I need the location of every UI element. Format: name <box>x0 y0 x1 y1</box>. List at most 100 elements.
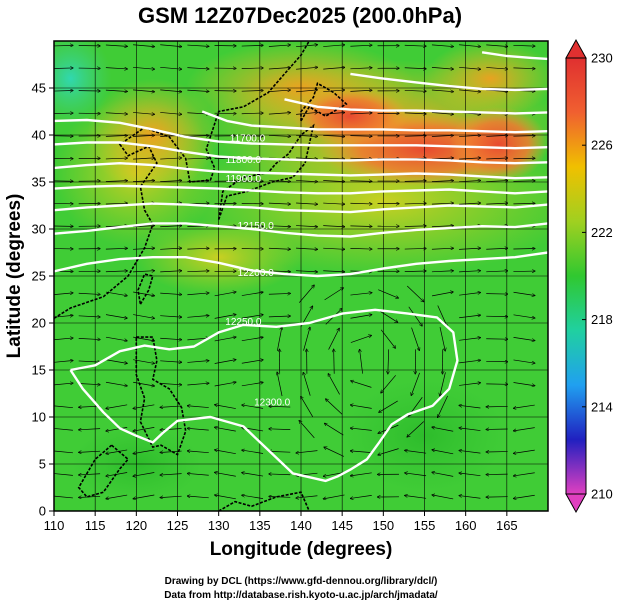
wind-arrow <box>133 494 155 499</box>
wind-arrow <box>378 289 398 298</box>
credit-drawing: Drawing by DCL (https://www.gfd-dennou.o… <box>165 576 438 587</box>
wind-arrow <box>105 381 127 386</box>
wind-arrow <box>459 203 480 204</box>
wind-arrow <box>299 421 315 439</box>
x-tick-label: 150 <box>372 518 394 533</box>
wind-arrow <box>241 360 263 364</box>
contour-label: 12150.0 <box>238 221 275 232</box>
wind-arrow <box>486 203 507 204</box>
wind-arrow <box>411 327 420 351</box>
x-tick-label: 110 <box>44 518 65 533</box>
wind-arrow <box>268 90 290 92</box>
wind-arrow <box>78 383 100 384</box>
height-contours <box>54 51 548 483</box>
wind-arrow <box>268 113 290 115</box>
x-tick-label: 140 <box>290 518 312 533</box>
wind-arrow <box>431 135 453 136</box>
contour-label: 11800.0 <box>226 155 262 166</box>
wind-arrow <box>350 113 371 114</box>
y-tick-label: 5 <box>39 457 46 472</box>
wind-arrow <box>214 314 236 319</box>
wind-arrow <box>513 337 535 340</box>
wind-arrow <box>54 293 73 295</box>
wind-arrow <box>160 180 181 181</box>
wind-arrow <box>241 292 263 296</box>
wind-arrow <box>105 248 127 249</box>
wind-arrow <box>296 450 318 453</box>
colorbar-tick-label: 218 <box>591 312 613 327</box>
wind-arrow <box>404 226 426 227</box>
wind-arrow <box>513 382 535 385</box>
colorbar-tick-label: 210 <box>591 487 613 502</box>
wind-arrow <box>296 248 317 249</box>
wind-arrow <box>438 395 448 418</box>
wind-arrow <box>242 473 264 477</box>
wind-arrow <box>187 361 208 363</box>
wind-arrow <box>296 112 317 115</box>
wind-arrow <box>79 406 101 407</box>
wind-arrow <box>214 337 236 342</box>
wind-arrow <box>160 271 181 272</box>
wind-arrow <box>323 226 344 227</box>
wind-arrow <box>404 113 426 114</box>
x-axis-label: Longitude (degrees) <box>210 539 393 560</box>
y-tick-label: 40 <box>32 128 46 143</box>
wind-arrow <box>350 90 371 91</box>
y-tick-label: 45 <box>32 81 46 96</box>
wind-arrow <box>269 474 291 475</box>
wind-arrow <box>160 226 181 227</box>
wind-arrow <box>514 404 535 408</box>
wind-arrow <box>187 451 209 454</box>
wind-arrow <box>378 310 398 323</box>
wind-arrow <box>133 449 155 454</box>
wind-arrow <box>404 68 426 69</box>
wind-arrow <box>513 271 534 272</box>
wind-arrow <box>54 383 73 386</box>
wind-arrow <box>160 44 181 47</box>
wind-arrow <box>105 181 127 182</box>
wind-arrow <box>214 360 236 364</box>
wind-arrow <box>459 158 480 159</box>
contour-c12300 <box>69 308 459 483</box>
wind-arrow <box>78 338 100 339</box>
contour-c12200 <box>54 222 548 238</box>
wind-arrow <box>432 472 454 477</box>
wind-arrow <box>54 406 73 409</box>
colorbar-tick-label: 214 <box>591 399 613 414</box>
wind-arrow <box>323 271 344 272</box>
wind-arrow <box>513 203 534 204</box>
y-axis-label: Latitude (degrees) <box>4 194 25 359</box>
wind-arrow <box>334 349 335 374</box>
wind-arrow <box>296 180 317 181</box>
wind-arrow <box>350 451 372 454</box>
wind-arrow <box>459 89 480 92</box>
wind-arrow <box>215 472 236 477</box>
wind-arrow <box>160 496 182 497</box>
coastline <box>137 273 154 305</box>
wind-arrow <box>269 406 291 407</box>
wind-arrow <box>431 248 453 249</box>
wind-arrow <box>378 448 399 455</box>
wind-arrow <box>54 45 73 46</box>
wind-arrow <box>323 158 344 159</box>
field-blob <box>54 41 112 126</box>
contour-label: 12200.0 <box>238 268 275 279</box>
wind-arrow <box>513 158 534 159</box>
wind-arrow <box>486 45 507 47</box>
wind-arrow <box>215 427 236 432</box>
wind-arrow <box>268 248 290 249</box>
wind-arrow <box>214 382 236 387</box>
wind-arrow <box>241 315 263 319</box>
wind-arrow <box>79 474 101 475</box>
contour-c12150 <box>54 202 548 214</box>
wind-arrow <box>432 450 454 455</box>
wind-arrow <box>268 293 290 294</box>
wind-arrow <box>187 136 208 137</box>
wind-arrow <box>431 271 453 272</box>
wind-arrow <box>323 181 344 182</box>
wind-arrow <box>303 373 311 396</box>
x-axis-ticks: 110 115 120 125 130 135 140 145 150 155 160 165 <box>44 511 518 533</box>
wind-arrow <box>160 338 181 339</box>
wind-arrow <box>404 181 426 182</box>
contour-c12100 <box>54 184 548 195</box>
